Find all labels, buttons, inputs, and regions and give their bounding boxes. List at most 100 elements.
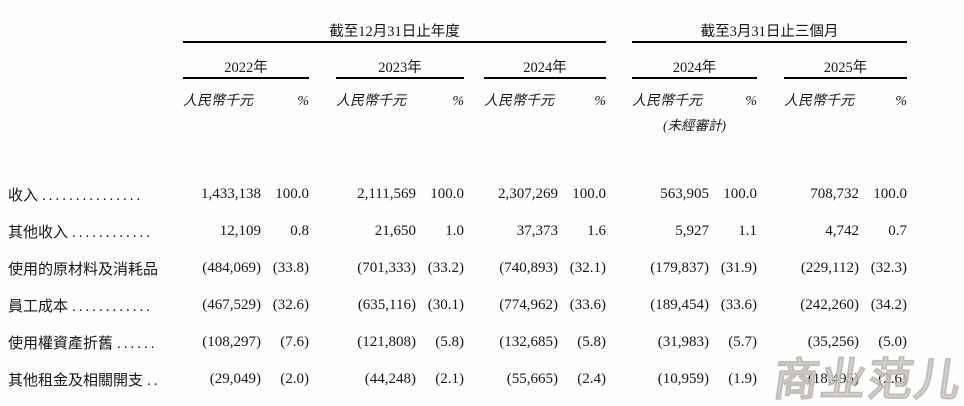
pct-cell: (30.1) [427,297,464,313]
pct-cell: (5.0) [878,334,908,350]
row-label: 使用的原材料及消耗品 [8,262,159,278]
pct-cell: (2.1) [435,371,464,387]
percent-header: % [297,94,309,109]
percent-header: % [745,94,757,109]
pct-cell: (34.2) [870,297,908,313]
amount-cell: (242,260) [800,297,859,313]
unit-header: 人民幣千元 [632,94,702,109]
pct-cell: (32.3) [870,260,908,276]
table-row-raw-materials: 使用的原材料及消耗品 (484,069) (33.8) (701,333) (3… [8,250,907,287]
amount-cell: 5,927 [675,223,709,239]
period-group-annual: 截至12月31日止年度 [183,12,606,43]
amount-cell: 708,732 [810,186,859,202]
percent-header: % [895,94,908,109]
amount-cell: (31,983) [657,334,709,350]
amount-cell: (774,962) [499,297,558,313]
spacer-row [8,134,907,176]
pct-cell: 100.0 [572,186,606,202]
amount-cell: (10,959) [657,371,709,387]
amount-cell: (35,256) [807,334,859,350]
period-group-header-row: 截至12月31日止年度 截至3月31日止三個月 [8,12,908,43]
income-statement-table: 截至12月31日止年度 截至3月31日止三個月 2022年 2023年 2024… [8,12,908,398]
amount-cell: 2,111,569 [357,186,416,202]
table-row-rou-depreciation: 使用權資產折舊...... (108,297) (7.6) (121,808) … [8,324,907,361]
row-label: 員工成本 [8,299,69,315]
pct-cell: 100.0 [873,186,908,202]
pct-cell: (2.4) [577,371,606,387]
amount-cell: 2,307,269 [498,186,558,202]
unaudited-note-row: (未經審計) [8,110,907,134]
amount-cell: 21,650 [374,223,416,239]
unaudited-note: (未經審計) [663,118,726,133]
pct-cell: (1.9) [728,371,757,387]
row-label: 收入 [8,188,39,204]
pct-cell: 100.0 [723,186,757,202]
pct-cell: (33.6) [720,297,757,313]
table-row-staff-costs: 員工成本............ (467,529) (32.6) (635,1… [8,287,907,324]
amount-cell: (18,495) [807,371,859,387]
pct-cell: (32.6) [272,297,309,313]
row-label: 其他租金及相關開支 [8,373,144,389]
amount-cell: (179,837) [650,260,709,276]
table-row-other-income: 其他收入............ 12,109 0.8 21,650 1.0 3… [8,213,907,250]
amount-cell: 1,433,138 [201,186,261,202]
dot-leader: ............... [42,188,144,204]
pct-cell: 1.6 [587,223,606,239]
amount-cell: (121,808) [357,334,416,350]
pct-cell: 0.8 [290,223,309,239]
row-label: 使用權資產折舊 [8,336,114,352]
unit-header-row: 人民幣千元 % 人民幣千元 % 人民幣千元 % 人民幣千元 % 人民幣千元 % [8,78,907,110]
amount-cell: (29,049) [209,371,261,387]
pct-cell: 0.7 [888,223,908,239]
year-header-2024-q1: 2024年 [632,42,757,79]
dot-leader [158,262,162,278]
amount-cell: (44,248) [364,371,416,387]
watermark: 商业范儿 [770,354,964,406]
pct-cell: (7.6) [280,334,309,350]
pct-cell: 100.0 [430,186,464,202]
dot-leader: ............ [72,299,154,315]
unit-header: 人民幣千元 [183,94,253,109]
amount-cell: (701,333) [357,260,416,276]
amount-cell: (189,454) [650,297,709,313]
amount-cell: 37,373 [516,223,558,239]
year-header-row: 2022年 2023年 2024年 2024年 2025年 [8,42,908,79]
pct-cell: (33.6) [569,297,606,313]
unit-header: 人民幣千元 [784,94,854,109]
unit-header: 人民幣千元 [336,94,406,109]
amount-cell: (740,893) [499,260,558,276]
row-label: 其他收入 [8,225,69,241]
amount-cell: (467,529) [202,297,261,313]
dot-leader: .. [147,373,161,389]
amount-cell: (132,685) [499,334,558,350]
pct-cell: (33.2) [427,260,464,276]
pct-cell: 100.0 [275,186,309,202]
pct-cell: (5.8) [577,334,606,350]
amount-cell: 563,905 [660,186,709,202]
period-group-quarterly: 截至3月31日止三個月 [632,12,908,43]
amount-cell: (484,069) [202,260,261,276]
pct-cell: (2.6) [878,371,908,387]
unit-header: 人民幣千元 [484,94,554,109]
table-row-revenue: 收入............... 1,433,138 100.0 2,111,… [8,176,907,213]
amount-cell: 12,109 [219,223,261,239]
percent-header: % [594,94,606,109]
amount-cell: (229,112) [800,260,859,276]
pct-cell: (5.7) [728,334,757,350]
dot-leader: ...... [117,336,158,352]
year-header-2024: 2024年 [484,42,606,79]
amount-cell: 4,742 [825,223,859,239]
year-header-2022: 2022年 [183,42,309,79]
year-header-2025-q1: 2025年 [784,42,908,79]
amount-cell: (635,116) [357,297,416,313]
amount-cell: (55,665) [506,371,558,387]
pct-cell: (2.0) [280,371,309,387]
pct-cell: 1.0 [445,223,464,239]
pct-cell: (31.9) [720,260,757,276]
dot-leader: ............ [72,225,154,241]
pct-cell: (32.1) [569,260,606,276]
year-header-2023: 2023年 [336,42,464,79]
percent-header: % [452,94,464,109]
pct-cell: 1.1 [738,223,757,239]
